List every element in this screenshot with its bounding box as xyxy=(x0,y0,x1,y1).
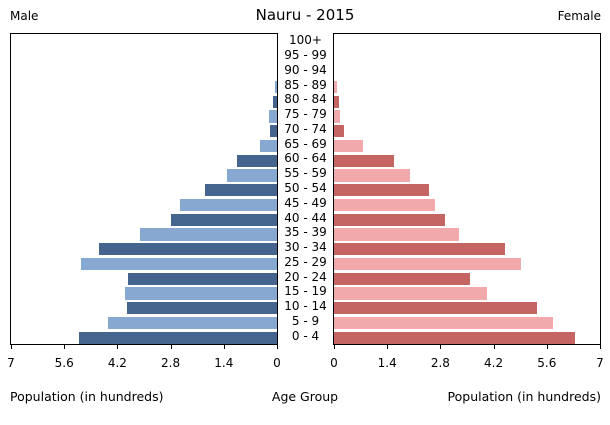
female-plot-area xyxy=(333,33,601,345)
age-group-label: 75 - 79 xyxy=(284,107,327,122)
x-axis-tick-label: 5.6 xyxy=(537,356,557,370)
female-bar-10-14 xyxy=(334,302,537,315)
x-axis-tick-label: 4.2 xyxy=(107,356,127,370)
x-axis-tick-label: 4.2 xyxy=(484,356,504,370)
age-group-label: 25 - 29 xyxy=(284,254,327,269)
male-bar-15-19 xyxy=(125,287,277,300)
male-bar-5-9 xyxy=(107,316,277,330)
female-bar-25-29 xyxy=(334,257,521,271)
male-bar-0-4 xyxy=(78,331,277,344)
x-axis-tick-label: 0 xyxy=(330,356,338,370)
age-group-label: 60 - 64 xyxy=(284,151,327,166)
x-axis-tick-label: 2.8 xyxy=(161,356,181,370)
x-axis-tick-mark xyxy=(277,344,278,349)
age-group-label: 85 - 89 xyxy=(284,77,327,92)
age-group-label: 90 - 94 xyxy=(284,62,327,77)
x-axis-tick-mark xyxy=(600,344,601,349)
male-bar-25-29 xyxy=(81,257,277,271)
male-bar-10-14 xyxy=(126,302,277,315)
male-axis-label: Population (in hundreds) xyxy=(10,389,164,404)
x-axis-tick-label: 2.8 xyxy=(430,356,450,370)
female-bar-70-74 xyxy=(334,125,344,138)
age-group-label: 80 - 84 xyxy=(284,92,327,107)
x-axis-tick-label: 1.4 xyxy=(377,356,397,370)
age-group-axis-label: Age Group xyxy=(271,389,339,404)
x-axis-tick-label: 0 xyxy=(273,356,281,370)
female-bar-55-59 xyxy=(334,169,410,182)
male-bar-70-74 xyxy=(270,125,277,138)
age-group-label: 95 - 99 xyxy=(284,48,327,63)
female-bar-85-89 xyxy=(334,80,338,94)
male-bar-35-39 xyxy=(140,228,277,241)
chart-title: Nauru - 2015 xyxy=(255,6,355,24)
female-bar-60-64 xyxy=(334,154,395,167)
male-bar-55-59 xyxy=(227,169,277,182)
female-bar-75-79 xyxy=(334,110,340,123)
age-group-label: 0 - 4 xyxy=(291,328,320,343)
female-bar-65-69 xyxy=(334,139,364,153)
female-bar-30-34 xyxy=(334,243,505,256)
age-group-label: 55 - 59 xyxy=(284,166,327,181)
male-bar-85-89 xyxy=(275,80,277,94)
male-bar-80-84 xyxy=(273,95,277,108)
female-bar-0-4 xyxy=(334,331,575,344)
male-bar-20-24 xyxy=(128,272,277,285)
male-bar-60-64 xyxy=(236,154,277,167)
female-bar-15-19 xyxy=(334,287,488,300)
age-group-label: 70 - 74 xyxy=(284,121,327,136)
age-group-label: 20 - 24 xyxy=(284,269,327,284)
x-axis-tick-mark xyxy=(170,344,172,349)
age-group-label: 40 - 44 xyxy=(284,210,327,225)
age-group-label: 15 - 19 xyxy=(284,284,327,299)
x-axis-tick-label: 5.6 xyxy=(54,356,74,370)
x-axis-tick-mark xyxy=(11,344,12,349)
age-group-label: 5 - 9 xyxy=(291,313,320,328)
female-bar-20-24 xyxy=(334,272,470,285)
female-bar-80-84 xyxy=(334,95,339,108)
x-axis-tick-mark xyxy=(223,344,225,349)
female-bar-45-49 xyxy=(334,198,435,212)
age-group-label: 65 - 69 xyxy=(284,136,327,151)
x-axis-tick-mark xyxy=(334,344,335,349)
female-bar-40-44 xyxy=(334,213,445,226)
x-axis-tick-label: 7 xyxy=(7,356,15,370)
x-axis-tick-mark xyxy=(387,344,389,349)
x-axis-tick-mark xyxy=(64,344,66,349)
male-bar-40-44 xyxy=(171,213,277,226)
x-axis-tick-label: 7 xyxy=(596,356,604,370)
x-axis-tick-mark xyxy=(546,344,548,349)
male-bar-75-79 xyxy=(269,110,277,123)
male-bar-65-69 xyxy=(259,139,277,153)
age-group-label: 10 - 14 xyxy=(284,299,327,314)
female-bar-35-39 xyxy=(334,228,460,241)
x-axis-tick-mark xyxy=(493,344,495,349)
age-group-label: 30 - 34 xyxy=(284,240,327,255)
female-bar-5-9 xyxy=(334,316,553,330)
age-group-label: 100+ xyxy=(289,33,322,48)
female-bar-50-54 xyxy=(334,184,429,197)
male-bar-30-34 xyxy=(99,243,277,256)
x-axis-tick-mark xyxy=(117,344,119,349)
x-axis-tick-label: 1.4 xyxy=(214,356,234,370)
male-bar-50-54 xyxy=(204,184,277,197)
age-group-label-column: 100+ 95 - 99 90 - 94 85 - 89 80 - 84 75 - 79 7… xyxy=(278,33,333,345)
female-axis-label: Population (in hundreds) xyxy=(447,389,601,404)
age-group-label: 50 - 54 xyxy=(284,181,327,195)
male-plot-area xyxy=(10,33,278,345)
age-group-label: 35 - 39 xyxy=(284,225,327,240)
female-side-header: Female xyxy=(557,9,601,23)
age-group-label: 45 - 49 xyxy=(284,195,327,210)
x-axis-tick-mark xyxy=(440,344,442,349)
male-side-header: Male xyxy=(10,9,39,23)
male-bar-45-49 xyxy=(179,198,277,212)
